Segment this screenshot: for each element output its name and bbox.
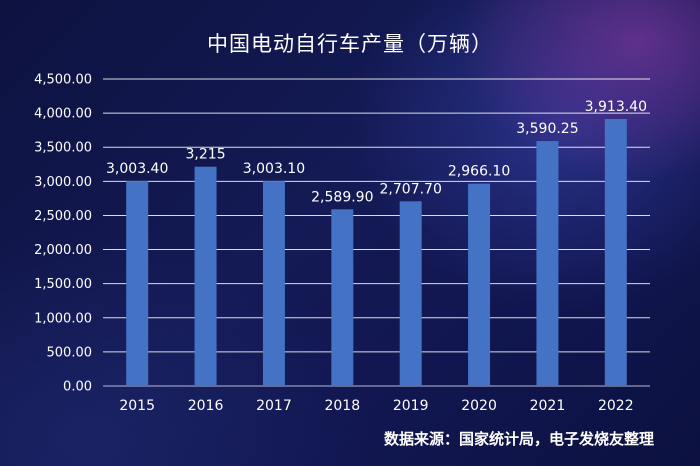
y-tick-label: 3,000.00 [34, 175, 92, 190]
x-tick-label: 2018 [324, 398, 360, 414]
chart-title: 中国电动自行车产量（万辆） [207, 32, 493, 56]
y-tick-label: 1,000.00 [34, 311, 92, 326]
x-tick-label: 2019 [393, 398, 429, 414]
x-tick-label: 2015 [119, 398, 155, 414]
bar [468, 183, 491, 386]
y-tick-label: 4,500.00 [34, 73, 92, 88]
x-tick-label: 2022 [598, 398, 634, 414]
bar [126, 181, 149, 386]
x-tick-label: 2016 [188, 398, 224, 414]
y-tick-label: 500.00 [47, 345, 93, 360]
y-tick-label: 4,000.00 [34, 107, 92, 122]
y-tick-label: 1,500.00 [34, 277, 92, 292]
bar [194, 166, 217, 386]
data-label: 3,913.40 [585, 99, 647, 115]
data-label: 3,003.10 [243, 161, 305, 177]
x-tick-label: 2017 [256, 398, 292, 414]
y-tick-label: 2,000.00 [34, 243, 92, 258]
data-label: 3,215 [186, 147, 226, 163]
bar [262, 181, 285, 386]
data-label: 2,589.90 [311, 189, 373, 205]
data-label: 3,590.25 [516, 121, 578, 137]
y-tick-label: 3,500.00 [34, 141, 92, 156]
bar [604, 119, 627, 386]
bar [399, 201, 422, 386]
bar [536, 141, 559, 386]
data-label: 2,707.70 [380, 181, 442, 197]
y-tick-label: 2,500.00 [34, 209, 92, 224]
x-tick-label: 2020 [461, 398, 497, 414]
bar [331, 209, 354, 386]
source-note: 数据来源：国家统计局，电子发烧友整理 [383, 430, 654, 448]
y-tick-label: 0.00 [63, 380, 92, 395]
x-tick-label: 2021 [530, 398, 566, 414]
data-label: 3,003.40 [106, 161, 168, 177]
data-label: 2,966.10 [448, 164, 510, 180]
